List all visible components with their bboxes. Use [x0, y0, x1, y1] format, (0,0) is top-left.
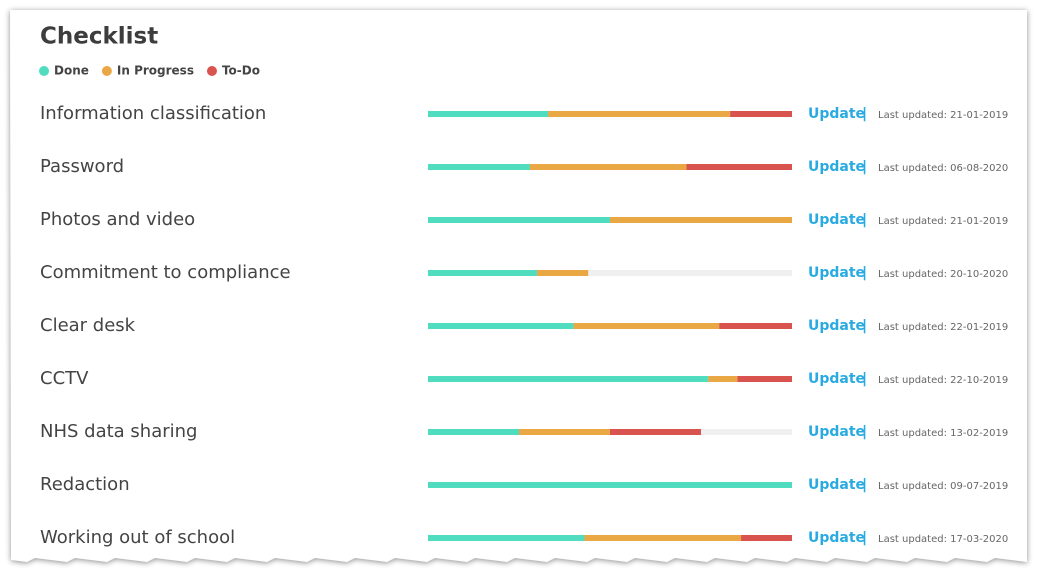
- update-link[interactable]: Update: [808, 159, 865, 175]
- item-label: Commitment to compliance: [40, 262, 291, 283]
- progress-segment: [428, 323, 574, 329]
- checklist-card: [10, 10, 1027, 562]
- last-updated: Last updated: 06-08-2020: [878, 163, 1008, 174]
- update-link[interactable]: Update: [808, 265, 865, 281]
- update-link[interactable]: Update: [808, 106, 865, 122]
- legend-dot: [206, 66, 217, 76]
- separator: |: [862, 212, 867, 228]
- update-link[interactable]: Update: [808, 424, 865, 440]
- item-label: Information classification: [40, 103, 266, 124]
- progress-segment: [741, 535, 792, 541]
- item-label: Password: [40, 156, 124, 177]
- legend-label: In Progress: [117, 64, 194, 78]
- legend-label: To-Do: [222, 64, 260, 78]
- separator: |: [862, 424, 867, 440]
- separator: |: [862, 477, 867, 493]
- progress-segment: [428, 376, 709, 382]
- update-link[interactable]: Update: [808, 318, 865, 334]
- progress-segment: [548, 111, 731, 117]
- last-updated: Last updated: 22-10-2019: [878, 375, 1008, 386]
- progress-segment: [428, 111, 549, 117]
- last-updated: Last updated: 09-07-2019: [878, 481, 1008, 492]
- progress-segment: [686, 164, 792, 170]
- last-updated: Last updated: 20-10-2020: [878, 269, 1008, 280]
- progress-segment: [610, 429, 701, 435]
- progress-segment: [428, 164, 530, 170]
- separator: |: [862, 530, 867, 546]
- progress-segment: [610, 217, 792, 223]
- progress-segment: [708, 376, 738, 382]
- progress-segment: [428, 482, 792, 488]
- progress-segment: [537, 270, 589, 276]
- item-label: CCTV: [40, 368, 89, 389]
- item-label: Redaction: [40, 474, 130, 495]
- update-link[interactable]: Update: [808, 477, 865, 493]
- progress-segment: [730, 111, 792, 117]
- progress-segment: [529, 164, 687, 170]
- progress-segment: [737, 376, 792, 382]
- progress-segment: [428, 270, 538, 276]
- separator: |: [862, 106, 867, 122]
- separator: |: [862, 159, 867, 175]
- update-link[interactable]: Update: [808, 212, 865, 228]
- last-updated: Last updated: 22-01-2019: [878, 322, 1008, 333]
- update-link[interactable]: Update: [808, 530, 865, 546]
- legend-dot: [39, 66, 49, 76]
- legend-label: Done: [54, 64, 89, 78]
- last-updated: Last updated: 13-02-2019: [878, 428, 1008, 439]
- last-updated: Last updated: 21-01-2019: [878, 216, 1008, 227]
- progress-segment: [719, 323, 792, 329]
- item-label: NHS data sharing: [40, 421, 197, 442]
- last-updated: Last updated: 21-01-2019: [878, 110, 1008, 121]
- separator: |: [862, 371, 867, 387]
- progress-track: [428, 270, 792, 276]
- title: Checklist: [40, 24, 158, 50]
- legend-dot: [101, 66, 112, 76]
- item-label: Photos and video: [40, 209, 195, 230]
- progress-segment: [428, 429, 519, 435]
- update-link[interactable]: Update: [808, 371, 865, 387]
- item-label: Clear desk: [40, 315, 136, 336]
- progress-segment: [428, 535, 585, 541]
- item-label: Working out of school: [40, 527, 235, 548]
- separator: |: [862, 318, 867, 334]
- progress-segment: [519, 429, 610, 435]
- last-updated: Last updated: 17-03-2020: [878, 534, 1008, 545]
- separator: |: [862, 265, 867, 281]
- progress-segment: [428, 217, 610, 223]
- progress-segment: [573, 323, 720, 329]
- progress-segment: [584, 535, 742, 541]
